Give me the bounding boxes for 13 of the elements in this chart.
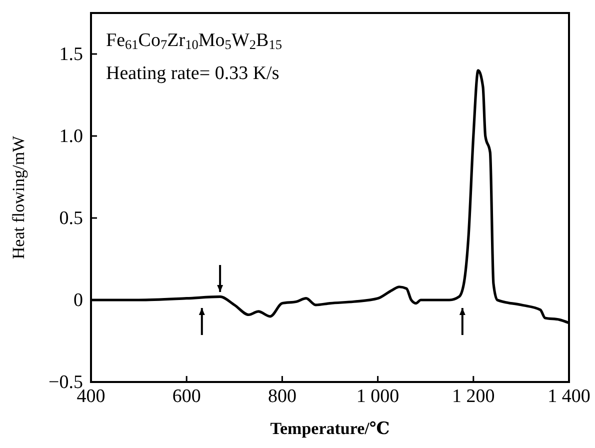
x-tick-label: 1 400 bbox=[548, 386, 590, 407]
x-axis-title: Temperature/℃ bbox=[270, 419, 390, 438]
annotation: Heating rate= 0.33 K/s bbox=[106, 63, 280, 84]
y-tick-label: 1.0 bbox=[59, 126, 83, 147]
y-axis-title: Heat flowing/mW bbox=[9, 134, 28, 260]
text: Fe$_{61}$Co$_{7}$Zr$_{10}$Mo$_{5}$W$_{2}$B$_{15}$ bbox=[106, 30, 282, 52]
y-tick-label: 1.5 bbox=[59, 44, 83, 65]
y-tick-label: 0.5 bbox=[59, 208, 83, 229]
y-tick-label: 0 bbox=[74, 290, 83, 311]
x-tick-label: 1 000 bbox=[356, 386, 400, 407]
x-tick-label: 1 200 bbox=[452, 386, 495, 407]
x-tick-label: 600 bbox=[172, 386, 201, 407]
x-tick-label: 800 bbox=[268, 386, 296, 407]
